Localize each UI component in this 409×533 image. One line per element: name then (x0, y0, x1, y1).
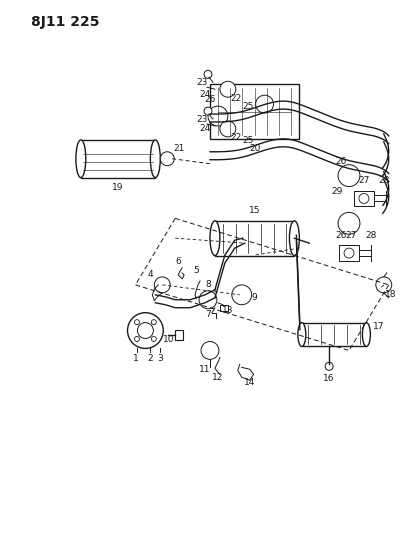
Text: 6: 6 (175, 256, 181, 265)
Text: 8: 8 (205, 280, 211, 289)
Text: 12: 12 (212, 373, 224, 382)
Circle shape (128, 313, 163, 349)
Bar (339, 245, 359, 261)
Text: 8J11 225: 8J11 225 (31, 15, 100, 29)
Text: 7: 7 (205, 310, 211, 319)
Text: 10: 10 (162, 335, 174, 344)
Bar (302, 322, 366, 346)
Text: 11: 11 (199, 365, 211, 374)
Circle shape (151, 320, 156, 325)
Ellipse shape (151, 140, 160, 177)
Bar (175, 329, 183, 340)
Text: 28: 28 (378, 176, 389, 185)
Circle shape (208, 106, 228, 126)
Circle shape (256, 95, 274, 113)
Circle shape (338, 165, 360, 187)
Text: 2: 2 (148, 354, 153, 363)
Text: 26: 26 (335, 231, 347, 240)
Circle shape (204, 70, 212, 78)
Text: 15: 15 (249, 206, 261, 215)
Text: 28: 28 (365, 231, 377, 240)
Circle shape (220, 121, 236, 137)
Circle shape (154, 277, 170, 293)
Text: 27: 27 (358, 176, 370, 185)
Text: 27: 27 (345, 231, 357, 240)
Bar (81, 140, 155, 177)
Text: 20: 20 (249, 144, 261, 154)
Text: 26: 26 (335, 157, 347, 166)
Text: 25: 25 (242, 136, 254, 146)
Ellipse shape (290, 221, 299, 256)
Bar (354, 190, 374, 206)
Circle shape (135, 336, 139, 342)
Bar (220, 305, 228, 311)
Ellipse shape (362, 322, 371, 346)
Text: 5: 5 (193, 266, 199, 276)
Circle shape (220, 81, 236, 97)
Circle shape (151, 336, 156, 342)
Text: 23: 23 (196, 115, 208, 124)
Circle shape (376, 277, 392, 293)
Text: 9: 9 (252, 293, 258, 302)
Ellipse shape (298, 322, 306, 346)
Text: 18: 18 (385, 290, 396, 300)
Circle shape (204, 107, 212, 115)
Text: 24: 24 (199, 90, 211, 99)
Circle shape (137, 322, 153, 338)
Bar (210, 84, 299, 139)
Text: 23: 23 (196, 78, 208, 87)
Circle shape (338, 212, 360, 234)
Circle shape (359, 193, 369, 204)
Ellipse shape (210, 221, 220, 256)
Text: 21: 21 (173, 144, 185, 154)
Text: 13: 13 (222, 306, 234, 315)
Text: 29: 29 (331, 187, 343, 196)
Text: 1: 1 (133, 354, 138, 363)
Text: 14: 14 (244, 378, 255, 387)
Text: 26: 26 (204, 95, 216, 103)
Circle shape (160, 152, 174, 166)
Circle shape (201, 342, 219, 359)
Text: 24: 24 (199, 124, 211, 133)
Circle shape (325, 362, 333, 370)
Text: 22: 22 (230, 133, 241, 142)
Circle shape (199, 291, 217, 309)
Text: 4: 4 (148, 270, 153, 279)
Circle shape (344, 248, 354, 258)
Circle shape (135, 320, 139, 325)
Text: 22: 22 (230, 94, 241, 103)
Text: 3: 3 (157, 354, 163, 363)
Text: 16: 16 (324, 374, 335, 383)
Text: 19: 19 (112, 183, 124, 192)
Bar (215, 221, 294, 256)
Ellipse shape (76, 140, 86, 177)
Text: 25: 25 (242, 102, 254, 110)
Circle shape (232, 285, 252, 305)
Text: 17: 17 (373, 322, 384, 331)
